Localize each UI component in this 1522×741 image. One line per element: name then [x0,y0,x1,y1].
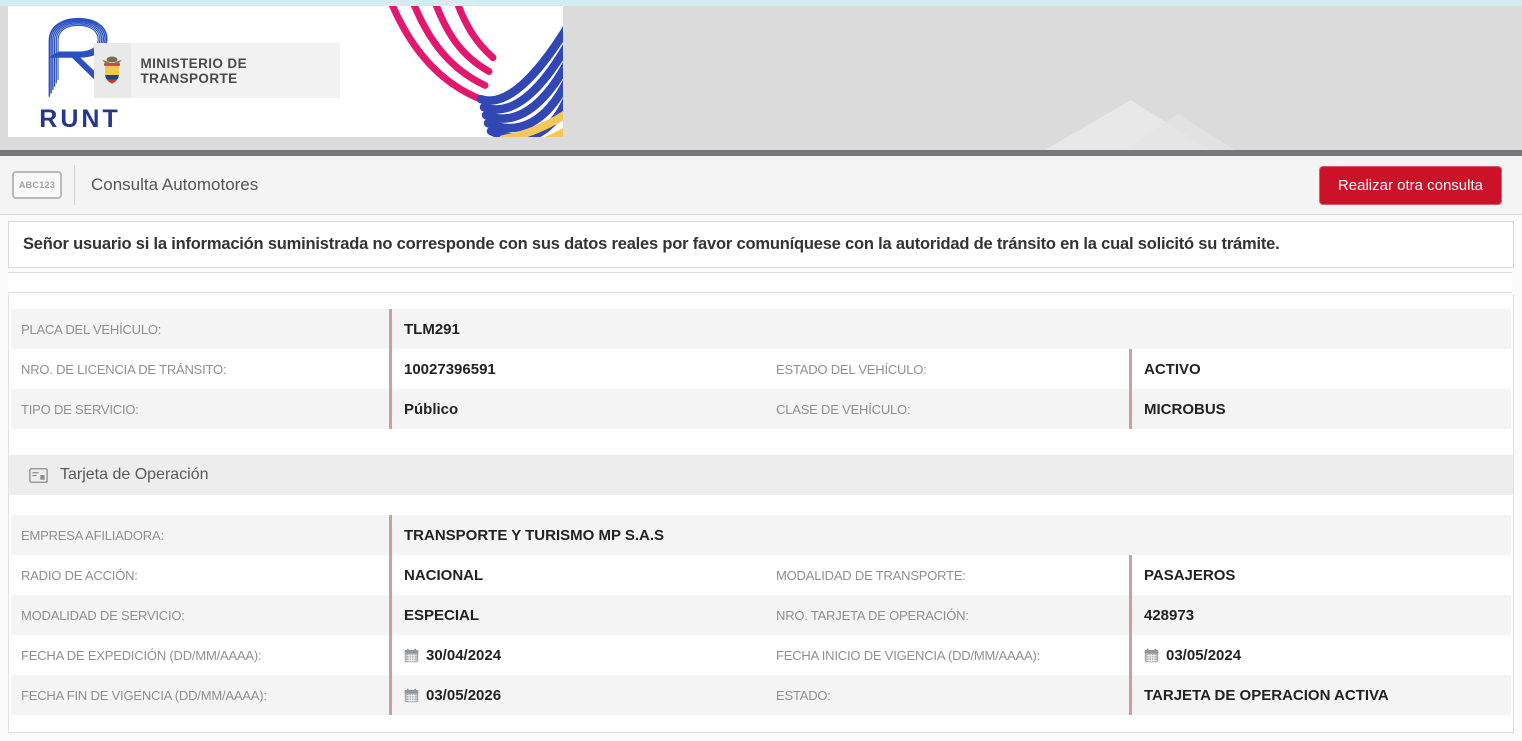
ministry-name: MINISTERIO DE TRANSPORTE [140,55,247,86]
field-label-text: EMPRESA AFILIADORA: [21,527,164,543]
field-value-text: ESPECIAL [404,606,480,624]
field-value: TARJETA DE OPERACION ACTIVA [1129,675,1511,715]
field-label-text: NRO. TARJETA DE OPERACIÓN: [776,607,969,623]
table-row: RADIO DE ACCIÓN: NACIONAL MODALIDAD DE TRA… [11,555,1511,595]
field-value-text: TLM291 [404,320,460,338]
field-label-text: FECHA DE EXPEDICIÓN (DD/MM/AAAA): [21,647,262,663]
section-title: Tarjeta de Operación [60,466,209,483]
field-value-text: 03/05/2026 [426,686,502,704]
field-label-text: FECHA INICIO DE VIGENCIA (DD/MM/AAAA): [776,647,1040,663]
field-label: ESTADO: [766,675,1129,715]
field-label-text: FECHA FIN DE VIGENCIA (DD/MM/AAAA): [21,687,267,703]
field-label: FECHA FIN DE VIGENCIA (DD/MM/AAAA): [11,675,389,715]
wave-graphic-icon [388,6,563,137]
field-value-text: 30/04/2024 [426,646,502,664]
field-label: MODALIDAD DE TRANSPORTE: [766,555,1129,595]
id-card-icon [29,467,48,483]
field-label-text: ESTADO DEL VEHÍCULO: [776,361,927,377]
ministry-logo: MINISTERIO DE TRANSPORTE [94,43,340,98]
field-value-text: Público [404,400,459,418]
vehicle-info-table: PLACA DEL VEHÍCULO: TLM291 NRO. DE LICENCI… [9,309,1513,429]
field-value-text: TRANSPORTE Y TURISMO MP S.A.S [404,526,665,544]
field-label: MODALIDAD DE SERVICIO: [11,595,389,635]
empty-strip [8,272,1512,293]
field-label: RADIO DE ACCIÓN: [11,555,389,595]
field-label-text: ESTADO: [776,687,831,703]
table-row: MODALIDAD DE SERVICIO: ESPECIAL NRO. TARJE… [11,595,1511,635]
field-label: PLACA DEL VEHÍCULO: [11,309,389,349]
field-label-text: CLASE DE VEHÍCULO: [776,401,911,417]
table-row: PLACA DEL VEHÍCULO: TLM291 [11,309,1511,349]
table-row: FECHA FIN DE VIGENCIA (DD/MM/AAAA): 03/05… [11,675,1511,715]
colombia-crest-icon [94,43,131,98]
field-value: 428973 [1129,595,1511,635]
operation-card-section-header: Tarjeta de Operación [9,455,1513,495]
notice-text: Señor usuario si la información suminist… [23,235,1280,253]
field-value-text: PASAJEROS [1144,566,1236,584]
field-label-text: TIPO DE SERVICIO: [21,401,139,417]
calendar-icon [404,688,419,703]
field-label-text: NRO. DE LICENCIA DE TRÁNSITO: [21,361,227,377]
table-row: TIPO DE SERVICIO: Público CLASE DE VEHÍCUL… [11,389,1511,429]
page-header: RUNT MINISTERIO DE TRANSPORTE [0,6,1522,150]
field-value-text: ACTIVO [1144,360,1201,378]
field-value-text: NACIONAL [404,566,484,584]
toolbar: ABC123 Consulta Automotores Realizar otr… [0,156,1522,215]
field-value: TRANSPORTE Y TURISMO MP S.A.S [389,515,1511,555]
field-value: ESPECIAL [389,595,766,635]
field-value: NACIONAL [389,555,766,595]
table-row: NRO. DE LICENCIA DE TRÁNSITO: 10027396591… [11,349,1511,389]
field-value: Público [389,389,766,429]
field-value: 30/04/2024 [389,635,766,675]
field-value-text: 03/05/2024 [1166,646,1242,664]
license-plate-icon: ABC123 [12,171,62,199]
field-label-text: MODALIDAD DE SERVICIO: [21,607,185,623]
top-accent-strip [0,0,1522,6]
field-value: ACTIVO [1129,349,1511,389]
runt-wordmark: RUNT [39,105,121,133]
field-value: PASAJEROS [1129,555,1511,595]
results-panel: PLACA DEL VEHÍCULO: TLM291 NRO. DE LICENCI… [8,295,1514,733]
page-title: Consulta Automotores [91,175,259,194]
new-search-button[interactable]: Realizar otra consulta [1318,165,1502,205]
field-value: 03/05/2026 [389,675,766,715]
field-value-text: MICROBUS [1144,400,1226,418]
field-label: NRO. TARJETA DE OPERACIÓN: [766,595,1129,635]
field-value-text: 10027396591 [404,360,496,378]
operation-card-table: EMPRESA AFILIADORA: TRANSPORTE Y TURISMO … [9,515,1513,715]
table-row: EMPRESA AFILIADORA: TRANSPORTE Y TURISMO … [11,515,1511,555]
toolbar-divider [74,165,75,205]
field-value: 03/05/2024 [1129,635,1511,675]
field-label: EMPRESA AFILIADORA: [11,515,389,555]
field-label: CLASE DE VEHÍCULO: [766,389,1129,429]
field-value-text: 428973 [1144,606,1195,624]
field-value-text: TARJETA DE OPERACION ACTIVA [1144,686,1389,704]
runt-logo: RUNT [30,10,130,133]
field-label-text: MODALIDAD DE TRANSPORTE: [776,567,966,583]
field-label: FECHA DE EXPEDICIÓN (DD/MM/AAAA): [11,635,389,675]
calendar-icon [404,648,419,663]
header-divider-bar [0,150,1522,156]
field-label: TIPO DE SERVICIO: [11,389,389,429]
field-label-text: RADIO DE ACCIÓN: [21,567,138,583]
field-label-text: PLACA DEL VEHÍCULO: [21,321,162,337]
calendar-icon [1144,648,1159,663]
field-value: MICROBUS [1129,389,1511,429]
field-label: NRO. DE LICENCIA DE TRÁNSITO: [11,349,389,389]
field-value: 10027396591 [389,349,766,389]
notice-panel: Señor usuario si la información suminist… [8,221,1514,268]
field-label: ESTADO DEL VEHÍCULO: [766,349,1129,389]
table-row: FECHA DE EXPEDICIÓN (DD/MM/AAAA): 30/04/2… [11,635,1511,675]
field-label: FECHA INICIO DE VIGENCIA (DD/MM/AAAA): [766,635,1129,675]
header-logo-area: RUNT MINISTERIO DE TRANSPORTE [8,6,563,137]
field-value: TLM291 [389,309,1511,349]
